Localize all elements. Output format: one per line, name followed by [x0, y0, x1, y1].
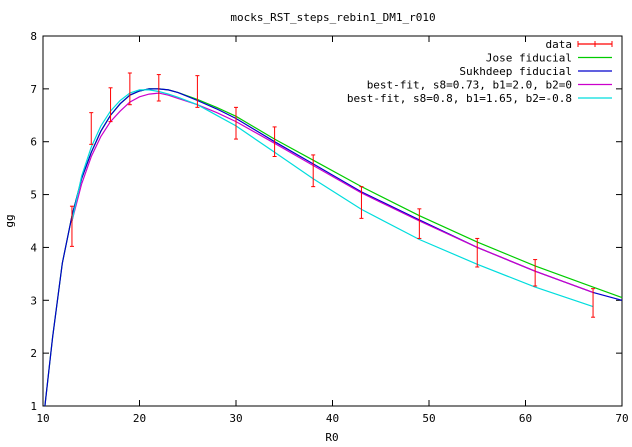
- data-point: [417, 208, 422, 239]
- y-tick-label: 3: [30, 294, 37, 307]
- y-tick-label: 4: [30, 241, 37, 254]
- legend-label: Jose fiducial: [486, 52, 572, 65]
- series-line-jose-fiducial: [44, 88, 623, 407]
- data-point: [195, 75, 200, 108]
- data-point: [156, 74, 161, 102]
- y-tick-label: 7: [30, 83, 37, 96]
- data-point: [311, 154, 316, 188]
- legend-label: best-fit, s8=0.8, b1=1.65, b2=-0.8: [347, 92, 572, 105]
- x-tick-label: 40: [326, 412, 339, 425]
- chart-title: mocks_RST_steps_rebin1_DM1_r010: [230, 11, 435, 24]
- data-point: [591, 288, 596, 318]
- data-point: [272, 126, 277, 158]
- data-point: [234, 106, 238, 140]
- y-tick-label: 6: [30, 136, 37, 149]
- data-point: [69, 205, 74, 247]
- data-point: [108, 87, 113, 123]
- y-tick-label: 1: [30, 400, 37, 413]
- x-tick-label: 10: [36, 412, 49, 425]
- series-line-best-fit-s8-0-8-b1-1-65-b2-0-8: [71, 89, 594, 308]
- legend-label: data: [546, 38, 573, 51]
- x-tick-label: 70: [615, 412, 628, 425]
- data-point: [359, 186, 364, 219]
- x-axis-label: R0: [325, 431, 338, 444]
- data-point: [533, 259, 538, 287]
- data-point: [127, 72, 132, 106]
- data-point: [475, 237, 480, 268]
- x-tick-label: 30: [229, 412, 242, 425]
- legend-label: best-fit, s8=0.73, b1=2.0, b2=0: [367, 79, 572, 92]
- x-tick-label: 50: [422, 412, 435, 425]
- legend-label: Sukhdeep fiducial: [459, 65, 572, 78]
- series-line-sukhdeep-fiducial: [44, 88, 623, 407]
- data-point: [89, 112, 94, 145]
- series-line-best-fit-s8-0-73-b1-2-0-b2-0: [71, 92, 594, 293]
- y-axis-label: gg: [3, 214, 16, 227]
- x-tick-label: 20: [133, 412, 146, 425]
- y-tick-label: 5: [30, 189, 37, 202]
- y-tick-label: 8: [30, 30, 37, 43]
- y-tick-label: 2: [30, 347, 37, 360]
- x-tick-label: 60: [519, 412, 532, 425]
